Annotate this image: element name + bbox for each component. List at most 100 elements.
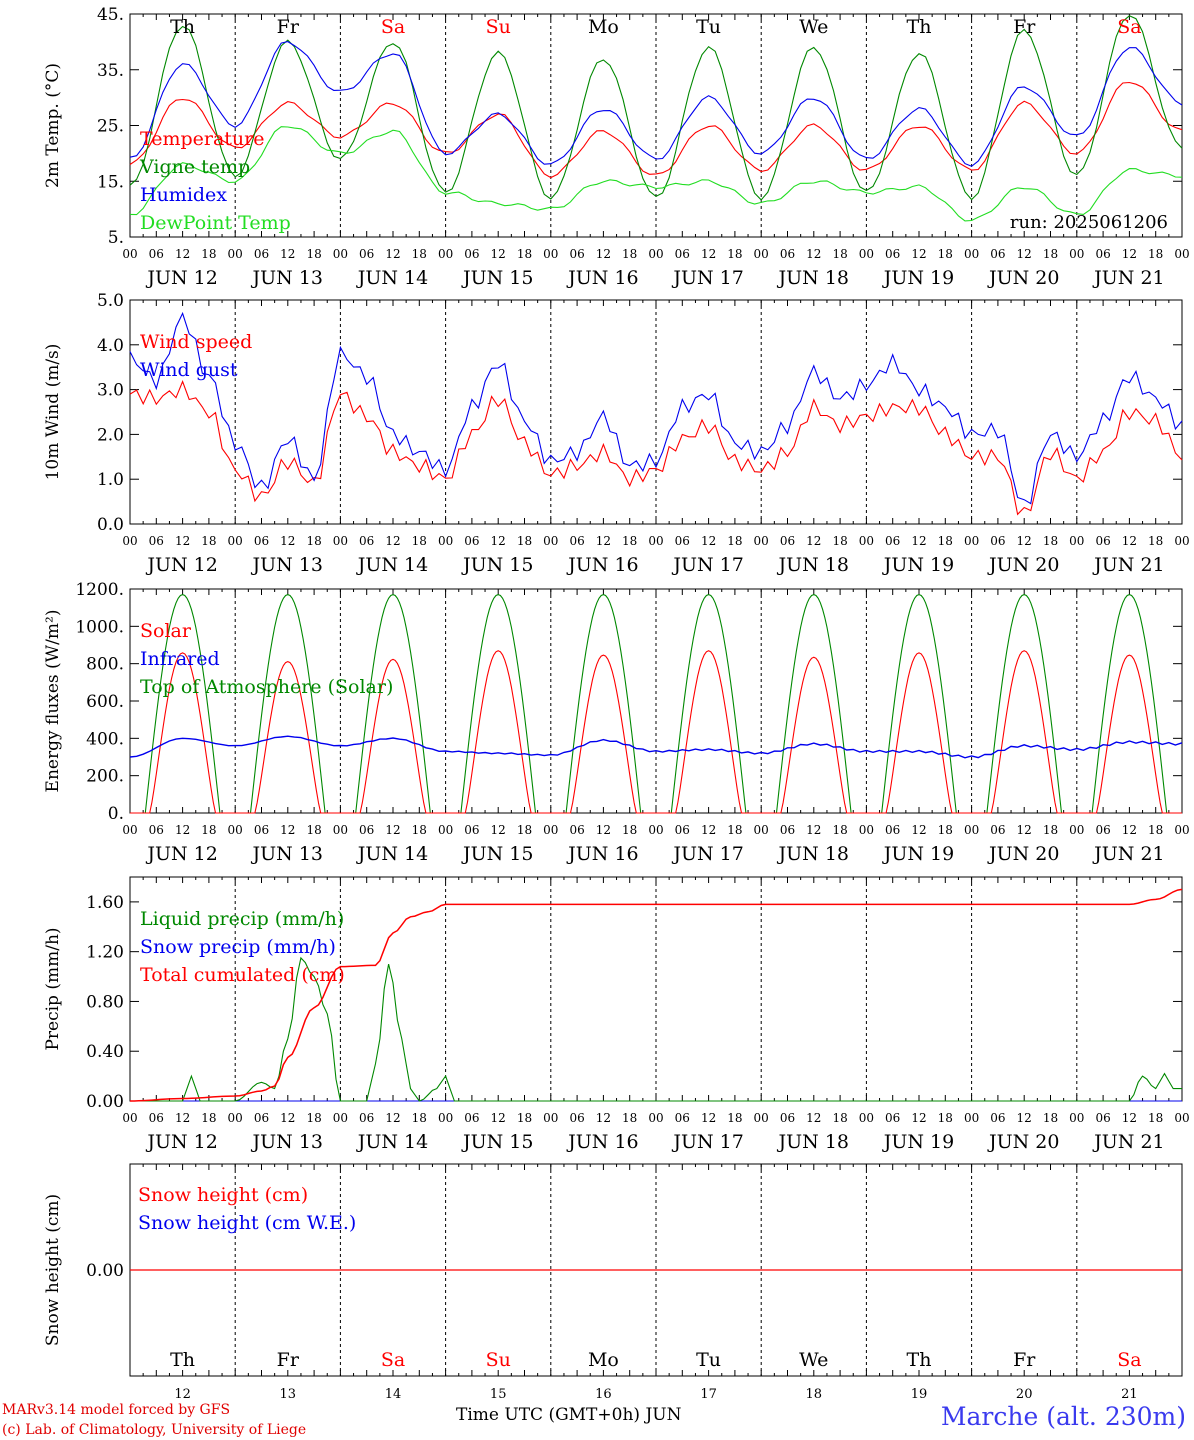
hour-label: 06: [569, 247, 584, 261]
hour-label: 06: [780, 534, 795, 548]
hour-label: 06: [780, 247, 795, 261]
y-tick-label: 0.: [108, 804, 124, 824]
hour-label: 12: [806, 534, 821, 548]
hour-label: 18: [832, 534, 847, 548]
weekday-label: Tu: [696, 16, 721, 38]
date-label: JUN 15: [461, 1131, 533, 1153]
hour-label: 12: [701, 823, 716, 837]
y-tick-label: 400.: [86, 729, 124, 749]
hour-label: 00: [122, 534, 137, 548]
series-temperature: [129, 81, 1183, 179]
hour-label: 12: [806, 823, 821, 837]
hour-label: 06: [1095, 823, 1110, 837]
date-label: JUN 20: [987, 554, 1059, 576]
panel-4: 0.00 0.40 0.80 1.20 1.60 Precip (mm/h) Liquid …: [43, 876, 1190, 1153]
y-axis-label: Precip (mm/h): [43, 927, 63, 1050]
legend-entry: Liquid precip (mm/h): [140, 908, 344, 930]
hour-label: 06: [675, 823, 690, 837]
day-number-label: 13: [280, 1387, 297, 1402]
legend-entry: Snow height (cm): [138, 1184, 308, 1206]
hour-label: 06: [359, 534, 374, 548]
hour-label: 18: [306, 247, 321, 261]
hour-label: 12: [491, 534, 506, 548]
date-label: JUN 13: [251, 843, 323, 865]
legend-entry: Solar: [140, 620, 192, 642]
hour-label: 12: [1122, 247, 1137, 261]
series-liquid: [130, 956, 1182, 1102]
date-label: JUN 14: [356, 843, 428, 865]
panel-frame: [129, 588, 1183, 814]
hour-label: 00: [1069, 247, 1084, 261]
series-dewpoint-temp: [129, 126, 1183, 222]
legend-entry: Wind speed: [140, 331, 252, 353]
hour-label: 12: [911, 1111, 926, 1125]
hour-label: 12: [175, 247, 190, 261]
hour-label: 06: [254, 534, 269, 548]
y-tick-label: 1.20: [86, 943, 124, 963]
hour-label: 00: [228, 534, 243, 548]
y-tick-label: 5.0: [97, 291, 124, 311]
date-label: JUN 17: [671, 267, 743, 289]
hour-label: 06: [149, 247, 164, 261]
hour-label: 00: [648, 823, 663, 837]
y-tick-label: 0.40: [86, 1042, 124, 1062]
hour-label: 12: [1017, 534, 1032, 548]
hour-label: 06: [675, 1111, 690, 1125]
hour-label: 18: [832, 1111, 847, 1125]
hour-label: 00: [964, 1111, 979, 1125]
date-label: JUN 20: [987, 1131, 1059, 1153]
weekday-label: Th: [170, 1349, 195, 1371]
hour-label: 06: [990, 1111, 1005, 1125]
hour-label: 00: [754, 1111, 769, 1125]
hour-label: 00: [122, 823, 137, 837]
hour-label: 18: [201, 534, 216, 548]
hour-label: 00: [333, 1111, 348, 1125]
hour-label: 12: [280, 1111, 295, 1125]
y-tick-label: 200.: [86, 767, 124, 787]
date-label: JUN 19: [882, 1131, 954, 1153]
hour-label: 06: [149, 1111, 164, 1125]
date-label: JUN 12: [145, 843, 217, 865]
hour-label: 18: [517, 534, 532, 548]
y-axis-label: Energy fluxes (W/m²): [43, 610, 63, 793]
date-label: JUN 17: [671, 1131, 743, 1153]
date-label: JUN 13: [251, 267, 323, 289]
hour-label: 12: [280, 247, 295, 261]
weekday-label: Sa: [1117, 1349, 1141, 1371]
hour-label: 06: [780, 823, 795, 837]
day-number-label: 16: [595, 1387, 612, 1402]
day-number-label: 14: [385, 1387, 402, 1402]
date-label: JUN 12: [145, 267, 217, 289]
hour-label: 00: [648, 534, 663, 548]
hour-label: 18: [1043, 823, 1058, 837]
hour-label: 18: [1043, 1111, 1058, 1125]
panel-1: 5. 15. 25. 35. 45. 2m Temp. (°C) Temperature Vi…: [43, 5, 1190, 289]
hour-label: 18: [1148, 534, 1163, 548]
date-label: JUN 21: [1092, 1131, 1164, 1153]
date-label: JUN 18: [777, 843, 849, 865]
hour-label: 18: [412, 823, 427, 837]
series-wind-gust: [129, 311, 1183, 505]
series-vigne-temp: [129, 15, 1183, 201]
hour-label: 06: [675, 534, 690, 548]
y-tick-label: 45.: [97, 5, 124, 25]
hour-label: 06: [464, 1111, 479, 1125]
y-axis-label: 10m Wind (m/s): [43, 344, 63, 481]
hour-label: 00: [1174, 247, 1189, 261]
hour-label: 06: [359, 247, 374, 261]
date-label: JUN 18: [777, 554, 849, 576]
day-number-label: 15: [490, 1387, 507, 1402]
weekday-label: Tu: [696, 1349, 721, 1371]
hour-label: 06: [569, 823, 584, 837]
hour-label: 00: [964, 247, 979, 261]
hour-label: 18: [517, 1111, 532, 1125]
legend-entry: DewPoint Temp: [140, 212, 291, 234]
hour-label: 18: [517, 247, 532, 261]
y-tick-label: 1200.: [75, 580, 124, 600]
y-tick-label: 0.00: [86, 1092, 124, 1112]
hour-label: 12: [1122, 1111, 1137, 1125]
hour-label: 06: [569, 1111, 584, 1125]
hour-label: 12: [596, 1111, 611, 1125]
hour-label: 00: [964, 823, 979, 837]
hour-label: 00: [1174, 823, 1189, 837]
